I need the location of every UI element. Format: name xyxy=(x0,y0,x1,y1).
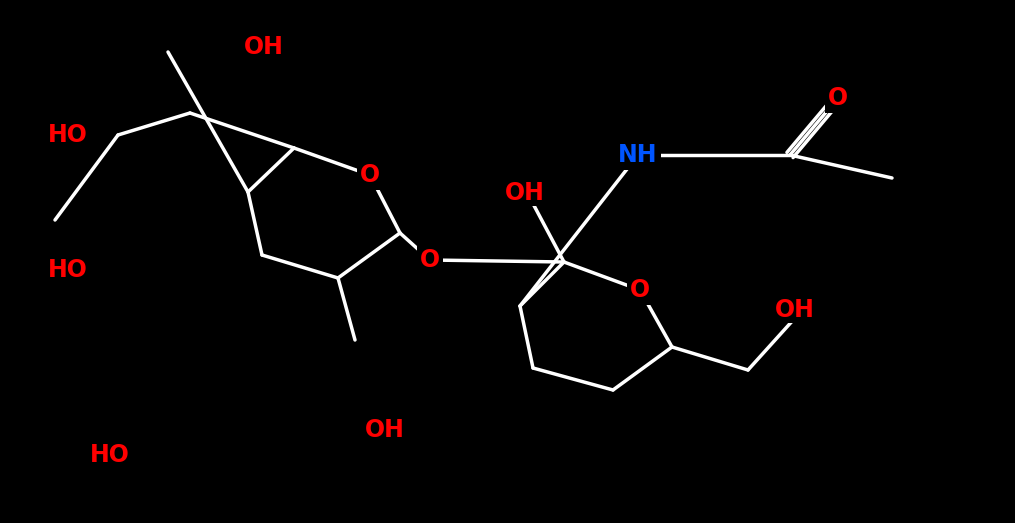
Text: HO: HO xyxy=(48,258,88,282)
Text: HO: HO xyxy=(90,443,130,467)
Text: O: O xyxy=(828,86,849,110)
Text: OH: OH xyxy=(365,418,405,442)
Text: OH: OH xyxy=(244,35,284,59)
Text: O: O xyxy=(420,248,441,272)
Text: NH: NH xyxy=(618,143,658,167)
Text: OH: OH xyxy=(505,181,545,205)
Text: HO: HO xyxy=(48,123,88,147)
Text: OH: OH xyxy=(775,298,815,322)
Text: O: O xyxy=(630,278,650,302)
Text: O: O xyxy=(360,163,380,187)
